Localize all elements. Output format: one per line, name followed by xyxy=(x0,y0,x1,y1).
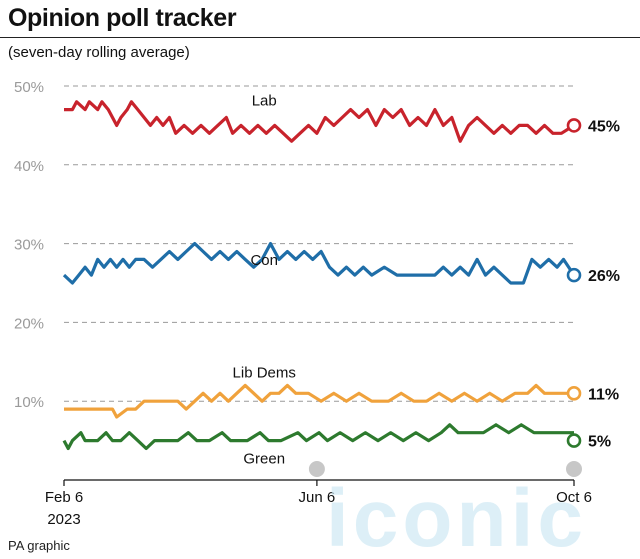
end-marker xyxy=(566,118,582,133)
series-line-lab xyxy=(64,100,575,143)
series-name-label: Con xyxy=(250,252,278,269)
end-marker xyxy=(566,267,582,283)
end-value-label: 45% xyxy=(588,118,620,135)
series-line-con xyxy=(62,242,576,285)
y-tick-label: 20% xyxy=(14,315,44,332)
x-tick-label: Feb 6 2023 xyxy=(45,489,83,528)
y-tick-label: 50% xyxy=(14,79,44,96)
end-marker xyxy=(566,433,582,448)
watermark-dot xyxy=(566,461,582,477)
title-rule xyxy=(0,37,640,38)
series-line-green xyxy=(62,423,574,451)
series-line-lib-dems xyxy=(64,383,574,419)
series-name-label: Green xyxy=(243,451,285,468)
watermark-text: iconic xyxy=(326,473,587,559)
y-tick-label: 30% xyxy=(14,237,44,254)
gridlines xyxy=(64,85,574,402)
watermark-dot xyxy=(308,461,325,477)
source-credit: PA graphic xyxy=(8,538,70,553)
y-axis-ticks: 50% 40% 30% 20% 10% xyxy=(14,79,44,411)
x-axis: Feb 6 2023 Jun 6 Oct 6 xyxy=(45,479,592,528)
series-lines xyxy=(62,100,582,451)
chart-title: Opinion poll tracker xyxy=(8,4,237,32)
end-value-label: 5% xyxy=(588,434,611,451)
x-tick-label: Oct 6 xyxy=(556,489,592,506)
x-tick-label: Jun 6 xyxy=(299,489,336,506)
watermark: iconic xyxy=(308,461,587,559)
end-value-label: 11% xyxy=(588,386,619,403)
chart-subtitle: (seven-day rolling average) xyxy=(8,44,190,61)
end-value-label: 26% xyxy=(588,268,620,285)
y-tick-label: 10% xyxy=(14,394,44,411)
series-name-label: Lab xyxy=(252,93,277,110)
series-name-label: Lib Dems xyxy=(233,364,296,381)
series-labels: 45% Lab 26% Con 11% Lib Dems 5% Green xyxy=(233,93,621,468)
y-tick-label: 40% xyxy=(14,158,44,175)
end-marker xyxy=(566,386,582,401)
